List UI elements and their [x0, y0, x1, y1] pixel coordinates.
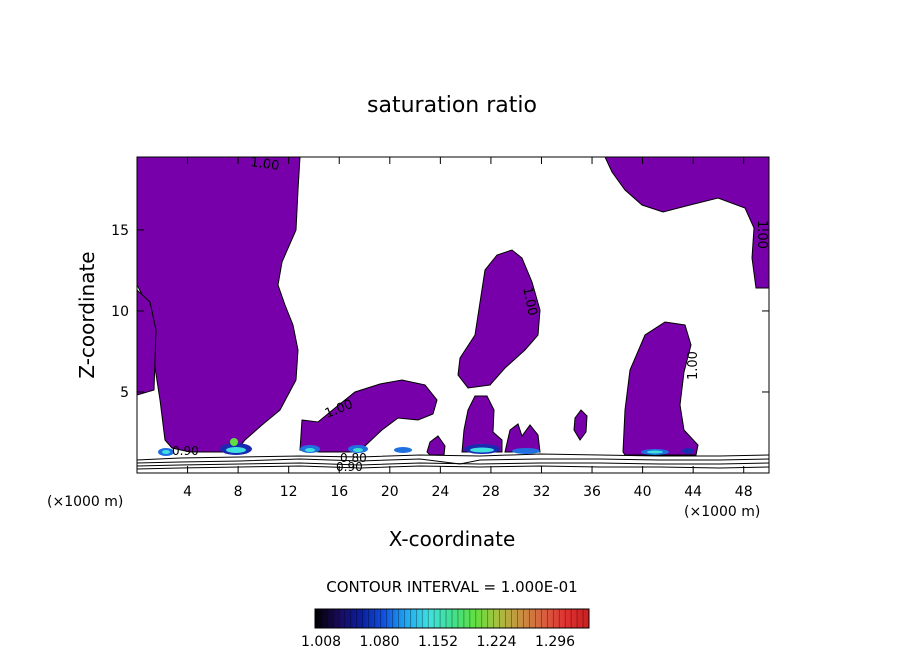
- colorbar-tick-label: 1.008: [301, 634, 341, 650]
- y-tick-label: 15: [111, 223, 129, 239]
- colorbar-tick-label: 1.296: [535, 634, 575, 650]
- colorbar-tick-label: 1.080: [360, 634, 400, 650]
- colorbar-tick-label: 1.152: [418, 634, 458, 650]
- region-mid-low: [299, 379, 438, 453]
- x-tick-label: 24: [431, 484, 449, 500]
- contour-label: 1.00: [249, 155, 280, 174]
- colorbar-stripes: [320, 609, 584, 628]
- region-top-right: [604, 157, 769, 289]
- colorbar: 1.008 1.080 1.152 1.224 1.296: [301, 608, 590, 650]
- region-right-tower: [622, 321, 699, 456]
- x-tick-label: 36: [583, 484, 601, 500]
- x-tick-label: 32: [533, 484, 551, 500]
- x-tick-label: 4: [183, 484, 192, 500]
- contour-interval: CONTOUR INTERVAL = 1.000E-01: [326, 578, 577, 596]
- x-tick-label: 8: [234, 484, 243, 500]
- x-unit-right: (×1000 m): [684, 504, 760, 520]
- contour-label: 1.00: [754, 220, 769, 249]
- region-left-edge: [137, 289, 157, 396]
- y-tick-label: 10: [111, 304, 129, 320]
- x-tick-label: 40: [634, 484, 652, 500]
- region-small-31: [504, 423, 541, 453]
- region-tower-center: [457, 249, 541, 389]
- colorbar-labels: 1.008 1.080 1.152 1.224 1.296: [301, 634, 575, 650]
- contour-label: 0.80: [340, 451, 367, 465]
- x-axis-title: X-coordinate: [389, 527, 516, 551]
- x-unit-left: (×1000 m): [47, 494, 123, 510]
- region-small-24: [426, 435, 446, 456]
- surface-contours: [137, 453, 769, 470]
- region-blob-35: [573, 409, 588, 441]
- x-tick-label: 48: [735, 484, 753, 500]
- y-axis-title: Z-coordinate: [75, 251, 99, 378]
- colorbar-tick-label: 1.224: [477, 634, 517, 650]
- contour-label: 1.00: [519, 286, 540, 317]
- x-tick-label: 20: [381, 484, 399, 500]
- plot-area: 1.00 1.00 1.00 1.00 1.00 0.90 0.80 0.90 …: [111, 155, 770, 500]
- contour-label: 1.00: [686, 351, 701, 380]
- x-tick-label: 16: [330, 484, 348, 500]
- region-left-column: [137, 157, 301, 453]
- x-tick-label: 12: [280, 484, 298, 500]
- saturation-peaks: [158, 438, 694, 456]
- x-tick-label: 44: [684, 484, 702, 500]
- y-tick-label: 5: [120, 385, 129, 401]
- contour-label: 0.90: [172, 444, 199, 458]
- plot-frame: [136, 156, 770, 474]
- x-tick-label: 28: [482, 484, 500, 500]
- chart-title: saturation ratio: [367, 93, 537, 118]
- region-small-28: [461, 395, 503, 453]
- contour-label: 0.90: [336, 460, 363, 474]
- supersaturation-regions: [137, 157, 769, 470]
